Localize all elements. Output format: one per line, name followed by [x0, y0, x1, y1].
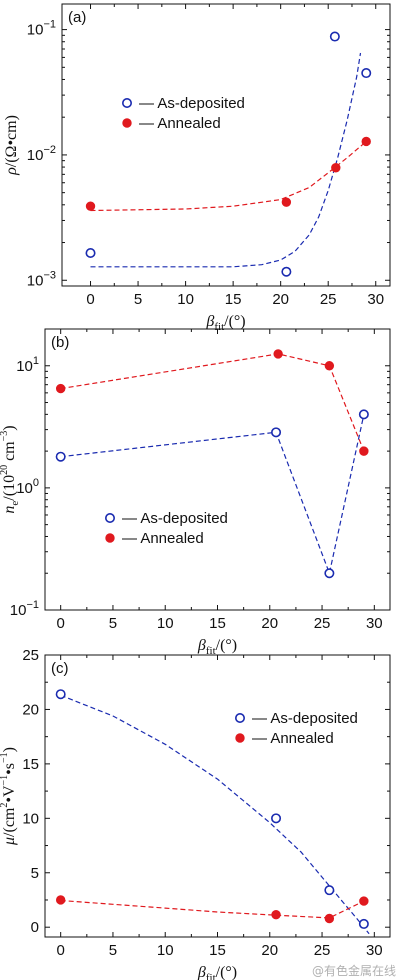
legend-label: — As-deposited [139, 95, 245, 112]
x-tick-label: 10 [177, 291, 194, 308]
series-line-annealed [60, 353, 365, 452]
panel-c: 0 5 10 15 20 25 30 0 5 10 15 20 25 (c) βfit/(°) μ/(cm2•… [0, 647, 391, 980]
legend-label: — Annealed [139, 115, 221, 132]
x-tick-label: 15 [209, 942, 226, 959]
y-tick-label: 25 [22, 647, 39, 664]
series-line-annealed [90, 141, 367, 212]
plot-frame [61, 3, 391, 287]
data-point-annealed [55, 895, 66, 905]
data-point-as-deposited [281, 266, 292, 277]
y-tick-label: 5 [31, 865, 39, 882]
x-axis-label: βfit/(°) [205, 313, 245, 333]
x-axis-label: βfit/(°) [197, 637, 237, 657]
x-tick-label: 10 [157, 615, 174, 632]
data-point-annealed [55, 383, 66, 394]
y-axis-label: ρ/(Ω•cm) [3, 115, 20, 176]
x-tick-label: 15 [209, 615, 226, 632]
x-tick-label: 5 [134, 291, 142, 308]
plot-frame [44, 654, 391, 938]
panel-a: 0 5 10 15 20 25 30 10−3 10−2 10−1 (a) βfit/(°) ρ/(Ω•… [3, 3, 391, 333]
y-axis-label: μ/(cm2•V−1•s−1) [0, 747, 18, 846]
y-tick-label: 10−2 [27, 144, 56, 164]
data-point-annealed [271, 909, 281, 920]
y-tick-label: 100 [16, 477, 39, 497]
y-tick-label: 101 [16, 355, 39, 375]
x-tick-label: 5 [109, 942, 117, 959]
x-tick-label: 0 [57, 942, 65, 959]
data-point-as-deposited [324, 885, 335, 896]
legend-marker [235, 733, 245, 743]
legend-label: — As-deposited [252, 710, 358, 727]
y-tick-label: 15 [22, 756, 39, 773]
data-point-annealed [85, 201, 96, 211]
legend-marker [105, 533, 115, 543]
panel-b: 0 5 10 15 20 25 30 10−1 100 101 (b) βfit/(°) ne/(102… [0, 328, 391, 657]
watermark: @有色金属在线 [312, 963, 396, 978]
x-tick-label: 0 [86, 291, 94, 308]
x-tick-label: 30 [367, 291, 384, 308]
series-line-as-deposited [90, 52, 362, 268]
data-point-as-deposited [324, 568, 335, 579]
x-tick-label: 30 [366, 615, 383, 632]
y-tick-label: 20 [22, 701, 39, 718]
data-point-as-deposited [361, 68, 372, 79]
series-line-as-deposited [60, 414, 365, 576]
legend-marker [122, 98, 133, 109]
x-tick-label: 25 [314, 942, 331, 959]
y-axis-label: ne/(1020 cm−3) [0, 425, 21, 513]
panel-label: (a) [68, 9, 86, 26]
y-tick-label: 10−1 [27, 19, 56, 39]
panel-label: (b) [51, 334, 69, 351]
data-point-annealed [324, 361, 335, 371]
data-point-as-deposited [358, 918, 369, 929]
y-tick-label: 10−1 [10, 599, 39, 619]
x-tick-label: 5 [109, 615, 117, 632]
y-tick-label: 0 [31, 919, 39, 936]
x-tick-label: 0 [57, 615, 65, 632]
data-point-annealed [361, 136, 371, 147]
data-point-as-deposited [271, 813, 282, 824]
legend-marker [105, 512, 116, 523]
legend-marker [122, 118, 132, 128]
x-tick-label: 30 [366, 942, 383, 959]
panel-label: (c) [51, 660, 69, 677]
data-point-annealed [359, 896, 369, 906]
data-point-annealed [324, 913, 335, 924]
series-line-as-deposited [60, 694, 370, 935]
data-point-as-deposited [55, 451, 66, 462]
data-point-as-deposited [271, 427, 282, 438]
x-tick-label: 15 [225, 291, 242, 308]
legend-label: — As-deposited [122, 510, 228, 527]
y-tick-label: 10−3 [27, 269, 56, 289]
data-point-as-deposited [358, 409, 369, 420]
data-point-annealed [281, 197, 292, 207]
x-tick-label: 20 [261, 942, 278, 959]
data-point-annealed [273, 349, 283, 359]
x-axis-label: βfit/(°) [197, 964, 237, 980]
data-point-annealed [331, 163, 341, 173]
x-tick-label: 25 [320, 291, 337, 308]
x-tick-label: 20 [272, 291, 289, 308]
data-point-as-deposited [85, 248, 96, 259]
x-tick-label: 20 [261, 615, 278, 632]
plot-frame [44, 328, 391, 611]
legend-label: — Annealed [252, 730, 334, 747]
x-tick-label: 10 [157, 942, 174, 959]
series-line-annealed [60, 899, 365, 919]
legend-marker [235, 712, 246, 723]
x-tick-label: 25 [314, 615, 331, 632]
data-point-annealed [359, 446, 369, 456]
legend-label: — Annealed [122, 530, 204, 547]
data-point-as-deposited [55, 689, 66, 700]
data-point-as-deposited [329, 31, 340, 42]
y-tick-label: 10 [22, 810, 39, 827]
